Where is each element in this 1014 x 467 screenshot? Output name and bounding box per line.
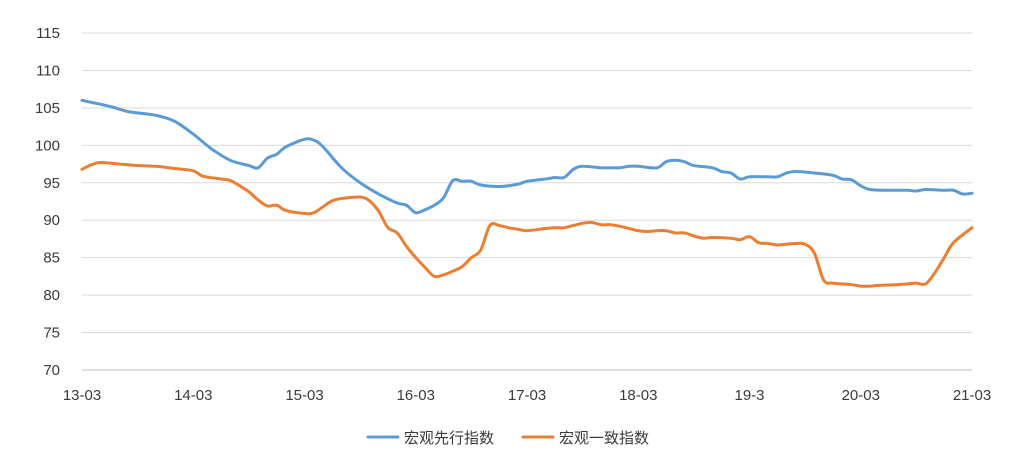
y-tick-label: 115	[36, 25, 60, 42]
x-tick-label: 17-03	[508, 387, 546, 404]
y-tick-label: 95	[43, 175, 60, 192]
y-tick-label: 85	[43, 250, 60, 267]
y-tick-label: 80	[43, 287, 60, 304]
x-axis-tick-labels: 13-03 14-03 15-03 16-03 17-03 18-03 19-3 20-03 2…	[63, 387, 991, 404]
series-line-1	[80, 98, 974, 215]
x-tick-label: 16-03	[397, 387, 435, 404]
x-tick-label: 13-03	[63, 387, 101, 404]
legend: 宏观先行指数 宏观一致指数	[366, 429, 649, 447]
y-tick-label: 75	[43, 325, 60, 342]
series-lines	[80, 98, 974, 288]
x-tick-label: 14-03	[174, 387, 212, 404]
y-tick-label: 100	[35, 137, 60, 154]
grid-lines	[82, 32, 972, 371]
series-line-2	[80, 161, 974, 288]
x-tick-label: 21-03	[953, 387, 991, 404]
x-tick-label: 18-03	[619, 387, 657, 404]
legend-label-2: 宏观一致指数	[559, 429, 649, 447]
y-tick-label: 90	[43, 212, 60, 229]
y-tick-label: 70	[43, 362, 60, 379]
y-tick-label: 110	[36, 62, 60, 79]
y-tick-label: 105	[35, 100, 60, 117]
x-tick-label: 19-3	[734, 387, 764, 404]
x-tick-label: 15-03	[285, 387, 323, 404]
x-tick-label: 20-03	[842, 387, 880, 404]
legend-label-1: 宏观先行指数	[404, 429, 494, 447]
y-axis-tick-labels: 70 75 80 85 90 95 100 105 110 115	[35, 25, 60, 379]
